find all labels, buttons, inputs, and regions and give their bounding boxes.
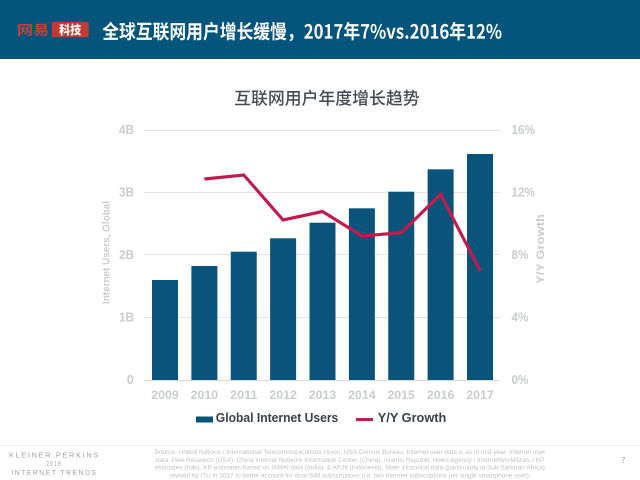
svg-text:estimates (Iran). KP estimates: estimates (Iran). KP estimates based on …: [155, 465, 545, 472]
svg-text:4B: 4B: [119, 122, 134, 137]
svg-text:Global Internet Users: Global Internet Users: [216, 410, 338, 425]
svg-text:2017: 2017: [466, 388, 494, 402]
svg-text:8%: 8%: [512, 247, 529, 262]
svg-text:0: 0: [127, 372, 134, 387]
svg-text:2014: 2014: [348, 388, 376, 402]
svg-text:revised by ITU in 2017 to bett: revised by ITU in 2017 to better account…: [169, 473, 531, 480]
svg-text:12%: 12%: [512, 185, 536, 200]
svg-text:1B: 1B: [119, 310, 134, 325]
svg-text:2012: 2012: [269, 388, 297, 402]
svg-text:16%: 16%: [512, 122, 536, 137]
svg-text:Y/Y Growth: Y/Y Growth: [378, 410, 447, 425]
svg-text:4%: 4%: [512, 310, 529, 325]
svg-text:2010: 2010: [191, 388, 219, 402]
svg-text:2009: 2009: [151, 388, 179, 402]
svg-text:2013: 2013: [309, 388, 337, 402]
svg-text:7: 7: [621, 456, 626, 465]
svg-text:2018: 2018: [46, 461, 62, 468]
svg-text:2016: 2016: [427, 388, 455, 402]
svg-text:Source: United Nations / Inter: Source: United Nations / International T…: [155, 449, 546, 456]
svg-text:Y/Y Growth: Y/Y Growth: [535, 214, 547, 284]
svg-text:data: Pew Research (USA), Chin: data: Pew Research (USA), China Internet…: [156, 457, 544, 464]
svg-text:2015: 2015: [387, 388, 415, 402]
svg-text:3B: 3B: [119, 185, 134, 200]
svg-text:2011: 2011: [230, 388, 258, 402]
svg-text:INTERNET TRENDS: INTERNET TRENDS: [11, 468, 97, 477]
svg-text:0%: 0%: [512, 372, 529, 387]
svg-text:KLEINER PERKINS: KLEINER PERKINS: [9, 450, 100, 459]
svg-text:Internet Users, Global: Internet Users, Global: [102, 201, 113, 304]
svg-text:2B: 2B: [119, 247, 134, 262]
